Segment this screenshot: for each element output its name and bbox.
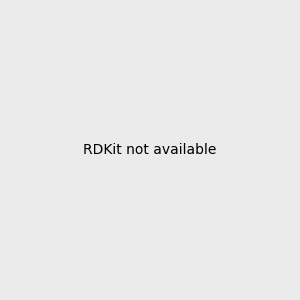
Text: RDKit not available: RDKit not available [83, 143, 217, 157]
